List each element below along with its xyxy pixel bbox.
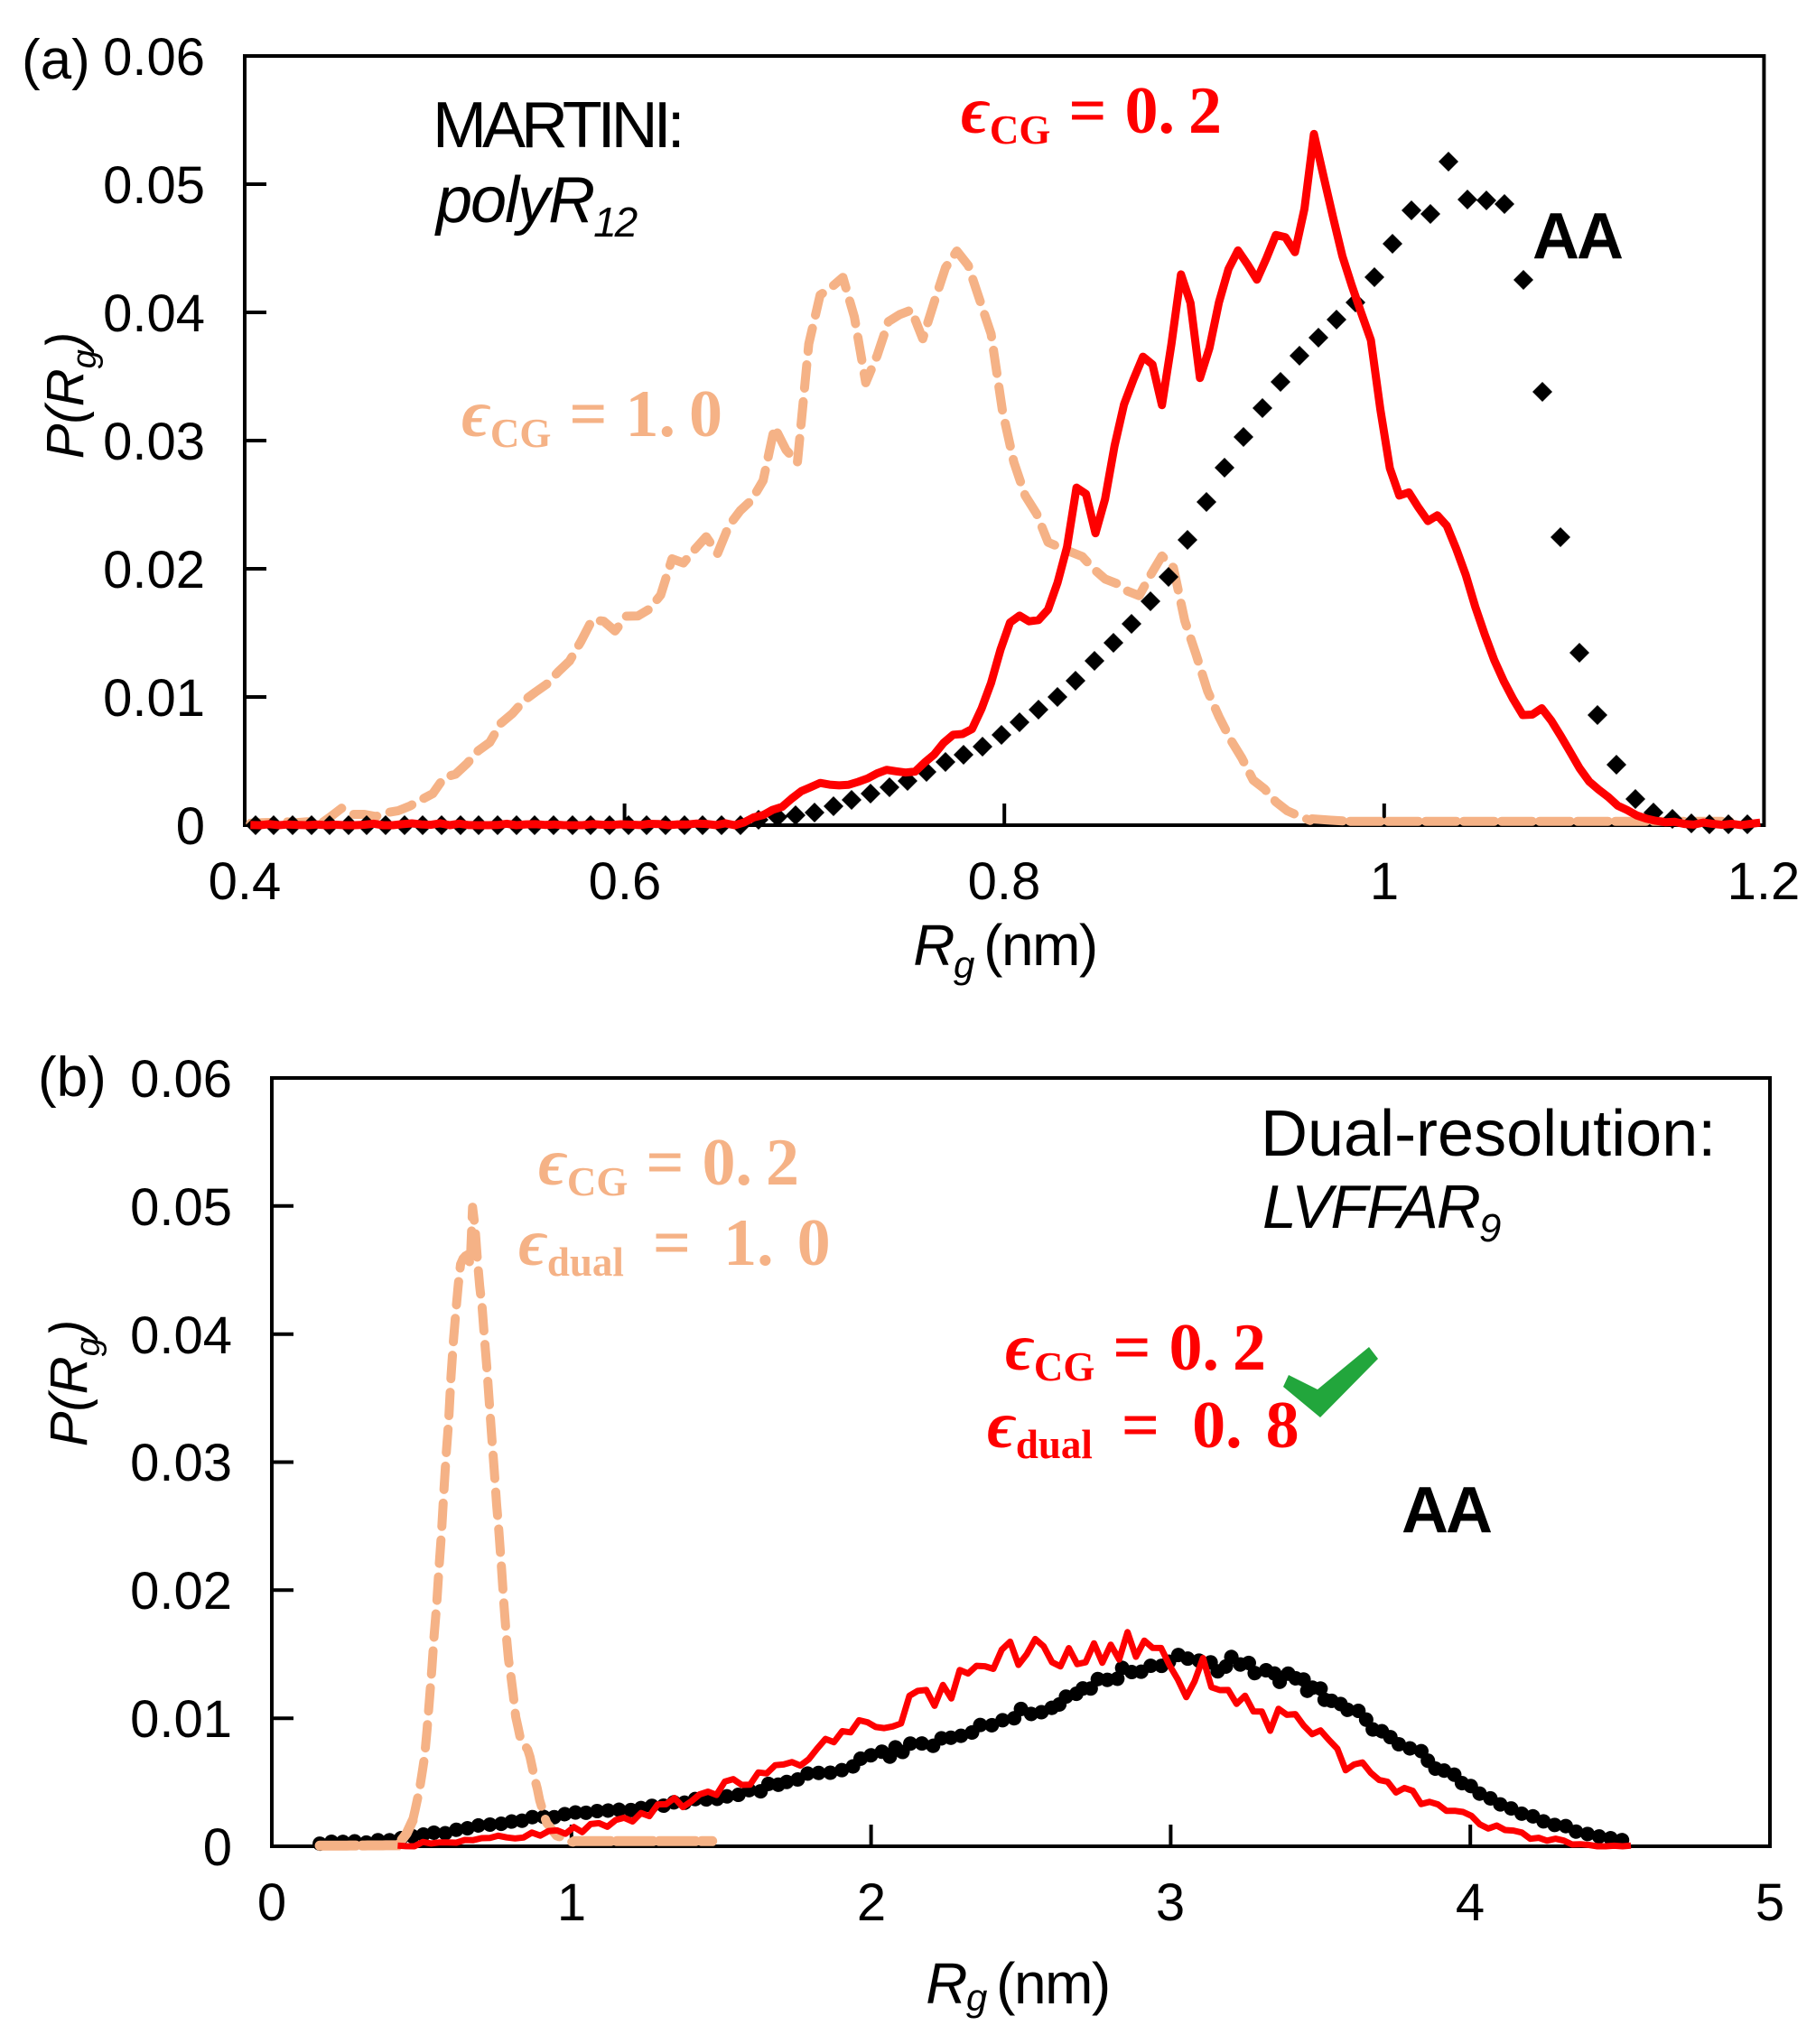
svg-text:0.06: 0.06 xyxy=(103,28,205,87)
svg-text:1.2: 1.2 xyxy=(1728,852,1801,911)
svg-text:0.4: 0.4 xyxy=(209,852,282,911)
svg-text:MARTINI:: MARTINI: xyxy=(433,89,681,162)
svg-text:4: 4 xyxy=(1456,1873,1485,1932)
svg-text:AA: AA xyxy=(1402,1474,1492,1547)
svg-text:Dual-resolution:: Dual-resolution: xyxy=(1261,1098,1716,1170)
svg-text:2: 2 xyxy=(857,1873,886,1932)
svg-text:1: 1 xyxy=(1370,852,1399,911)
svg-text:0.04: 0.04 xyxy=(103,284,205,343)
svg-text:Rg (nm): Rg (nm) xyxy=(926,1951,1109,2019)
svg-text:ϵCG=1.0: ϵCG = 1. 0 xyxy=(461,377,722,456)
svg-text:ϵdual=1.0: ϵdual = 1. 0 xyxy=(518,1206,831,1285)
svg-text:0.8: 0.8 xyxy=(968,852,1041,911)
svg-text:0.03: 0.03 xyxy=(103,413,205,471)
svg-text:0.04: 0.04 xyxy=(130,1306,232,1365)
svg-text:(b): (b) xyxy=(38,1046,107,1109)
svg-text:1: 1 xyxy=(557,1873,586,1932)
svg-text:0.06: 0.06 xyxy=(130,1050,232,1109)
svg-text:0.03: 0.03 xyxy=(130,1434,232,1492)
svg-text:ϵCG=0.2: ϵCG = 0. 2 xyxy=(961,74,1222,153)
svg-text:(a): (a) xyxy=(22,29,90,91)
svg-text:0: 0 xyxy=(176,797,205,856)
svg-text:Rg (nm): Rg (nm) xyxy=(913,913,1096,986)
svg-text:0.01: 0.01 xyxy=(130,1690,232,1749)
svg-text:AA: AA xyxy=(1532,200,1623,273)
svg-text:LVFFAR9: LVFFAR9 xyxy=(1262,1173,1501,1250)
svg-text:0.05: 0.05 xyxy=(103,156,205,215)
svg-text:0: 0 xyxy=(257,1873,286,1932)
svg-text:5: 5 xyxy=(1755,1873,1784,1932)
svg-text:0: 0 xyxy=(203,1818,232,1877)
svg-text:ϵdual=0.8: ϵdual = 0. 8 xyxy=(987,1389,1299,1467)
svg-text:0.01: 0.01 xyxy=(103,669,205,728)
svg-text:0.05: 0.05 xyxy=(130,1178,232,1237)
svg-text:0.02: 0.02 xyxy=(103,541,205,599)
svg-text:ϵCG=0.2: ϵCG = 0. 2 xyxy=(1005,1311,1266,1389)
svg-text:0.02: 0.02 xyxy=(130,1562,232,1621)
svg-text:3: 3 xyxy=(1156,1873,1185,1932)
svg-text:0.6: 0.6 xyxy=(589,852,662,911)
svg-text:ϵCG=0.2: ϵCG = 0. 2 xyxy=(538,1126,799,1204)
